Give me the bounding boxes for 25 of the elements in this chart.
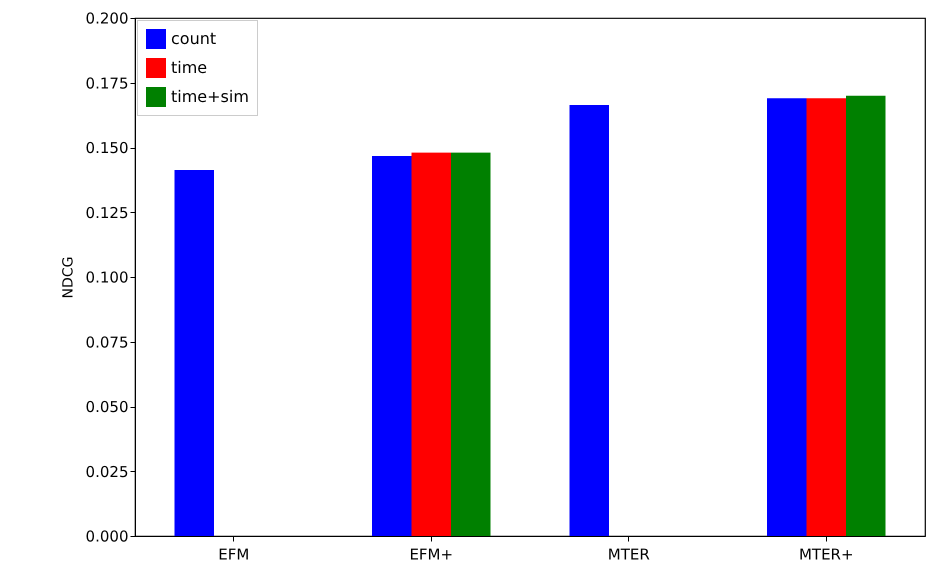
x-tick-label: MTER xyxy=(608,546,650,564)
bar xyxy=(451,152,490,536)
bar xyxy=(174,170,214,536)
y-tick-label: 0.075 xyxy=(86,333,128,352)
y-tick-label: 0.175 xyxy=(86,74,128,92)
y-axis-title: NDCG xyxy=(60,256,77,298)
y-tick-label: 0.100 xyxy=(86,268,128,286)
legend-label: time xyxy=(171,58,208,77)
y-tick-label: 0.125 xyxy=(86,204,128,222)
y-tick-label: 0.025 xyxy=(86,462,128,481)
bar xyxy=(767,98,806,536)
x-tick-label: EFM+ xyxy=(409,546,454,564)
y-tick-label: 0.000 xyxy=(86,528,128,546)
bar xyxy=(846,96,886,536)
y-tick-label: 0.150 xyxy=(86,139,128,157)
x-tick-label: MTER+ xyxy=(798,546,854,564)
bar xyxy=(372,156,412,536)
bar xyxy=(806,98,846,536)
bar xyxy=(412,152,451,536)
bar xyxy=(570,105,609,536)
legend-label: time+sim xyxy=(171,87,249,106)
y-tick-label: 0.200 xyxy=(86,10,128,28)
y-tick-label: 0.050 xyxy=(86,398,128,416)
x-tick-label: EFM xyxy=(218,546,250,564)
legend-label: count xyxy=(171,29,216,48)
